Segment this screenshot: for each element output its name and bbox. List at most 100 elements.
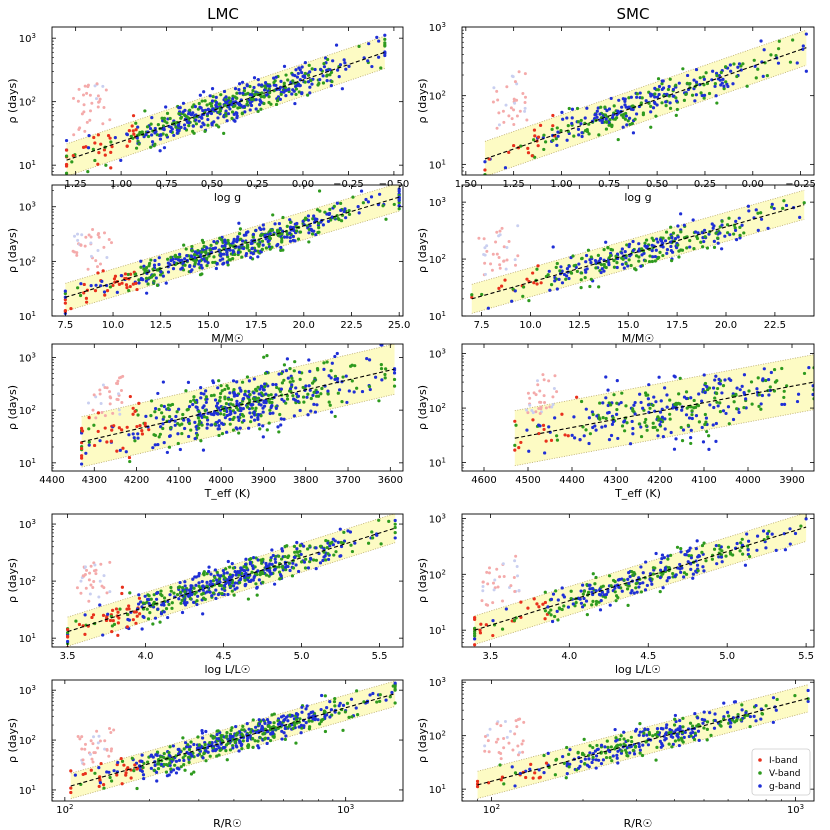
point-v-band	[246, 243, 250, 247]
point-v-band	[280, 381, 284, 385]
point-v-band	[181, 736, 185, 740]
point-v-band	[259, 233, 263, 237]
point-v-band	[397, 201, 401, 205]
point-g-band	[723, 234, 727, 238]
point-v-band	[64, 154, 69, 158]
point-v-band	[645, 428, 649, 432]
scatter-points	[66, 518, 397, 647]
point-g-band	[695, 539, 699, 543]
point-g-band	[187, 112, 191, 116]
point-g-band	[718, 231, 722, 235]
point-g-band	[353, 541, 357, 545]
y-axis-label: ρ (days)	[6, 558, 19, 603]
point-g-band	[728, 233, 732, 237]
point-v-band	[680, 248, 685, 252]
point-g-band	[557, 277, 561, 281]
point-g-band	[684, 553, 688, 557]
point-g-band	[194, 425, 198, 429]
point-g-band	[263, 382, 267, 386]
point-g-band	[199, 263, 203, 267]
point-v-band	[200, 99, 204, 103]
point-g-band	[311, 714, 315, 718]
point-v-band	[291, 726, 295, 731]
point-g-band	[600, 120, 604, 125]
point-v-band	[324, 558, 328, 562]
point-v-band	[579, 118, 583, 123]
point-v-band	[289, 220, 293, 225]
point-v-band	[227, 397, 231, 401]
outlier-point	[96, 105, 100, 109]
outlier-point	[97, 100, 101, 104]
point-g-band	[239, 103, 243, 107]
point-v-band	[579, 278, 583, 282]
point-v-band	[277, 430, 281, 434]
outlier-point	[550, 405, 554, 409]
point-g-band	[299, 723, 304, 727]
point-v-band	[294, 718, 299, 722]
point-g-band	[169, 129, 173, 134]
outlier-point	[551, 402, 555, 406]
point-v-band	[604, 120, 609, 124]
point-g-band	[371, 691, 375, 696]
point-g-band	[159, 762, 164, 767]
point-g-band	[194, 575, 198, 579]
point-i-band	[69, 769, 73, 773]
point-g-band	[594, 428, 598, 432]
point-g-band	[679, 570, 683, 574]
point-v-band	[759, 407, 763, 411]
point-v-band	[191, 129, 195, 133]
point-g-band	[177, 407, 181, 411]
point-g-band	[795, 399, 800, 404]
point-g-band	[196, 753, 200, 757]
point-g-band	[682, 575, 686, 579]
point-v-band	[616, 137, 620, 142]
point-g-band	[221, 422, 225, 426]
point-v-band	[604, 265, 608, 270]
point-v-band	[668, 398, 672, 402]
point-v-band	[554, 265, 558, 270]
point-g-band	[224, 109, 228, 113]
point-v-band	[200, 272, 204, 276]
point-v-band	[712, 547, 717, 551]
point-g-band	[155, 753, 159, 757]
point-g-band	[242, 418, 246, 423]
outlier-point	[99, 401, 103, 405]
point-g-band	[686, 560, 690, 564]
outlier-point	[91, 760, 95, 764]
point-v-band	[202, 751, 206, 756]
point-v-band	[739, 64, 743, 68]
point-v-band	[620, 391, 624, 395]
point-i-band	[81, 145, 86, 149]
point-g-band	[562, 595, 567, 599]
point-g-band	[582, 434, 586, 438]
point-g-band	[549, 597, 554, 601]
point-i-band	[133, 763, 137, 767]
point-v-band	[679, 425, 683, 430]
point-v-band	[164, 133, 169, 137]
point-g-band	[301, 544, 306, 548]
point-g-band	[629, 591, 633, 595]
outlier-point	[84, 586, 88, 590]
point-g-band	[148, 126, 153, 131]
point-g-band	[225, 260, 229, 264]
point-v-band	[210, 104, 214, 108]
point-v-band	[151, 622, 155, 626]
point-v-band	[292, 544, 297, 549]
point-g-band	[754, 208, 758, 212]
x-tick-label: 17.5	[666, 320, 688, 331]
point-v-band	[696, 569, 700, 573]
point-g-band	[648, 577, 652, 581]
point-g-band	[147, 597, 151, 602]
point-g-band	[743, 563, 748, 567]
point-g-band	[194, 405, 198, 409]
point-g-band	[599, 599, 603, 603]
point-g-band	[222, 261, 226, 265]
point-g-band	[248, 562, 252, 566]
point-i-band	[119, 756, 123, 761]
x-tick-label: 3.5	[482, 651, 498, 662]
x-tick-label: 4100	[166, 475, 191, 486]
outlier-point	[520, 742, 524, 746]
point-g-band	[600, 425, 604, 429]
band-lower-edge	[69, 68, 385, 175]
point-v-band	[166, 403, 171, 407]
